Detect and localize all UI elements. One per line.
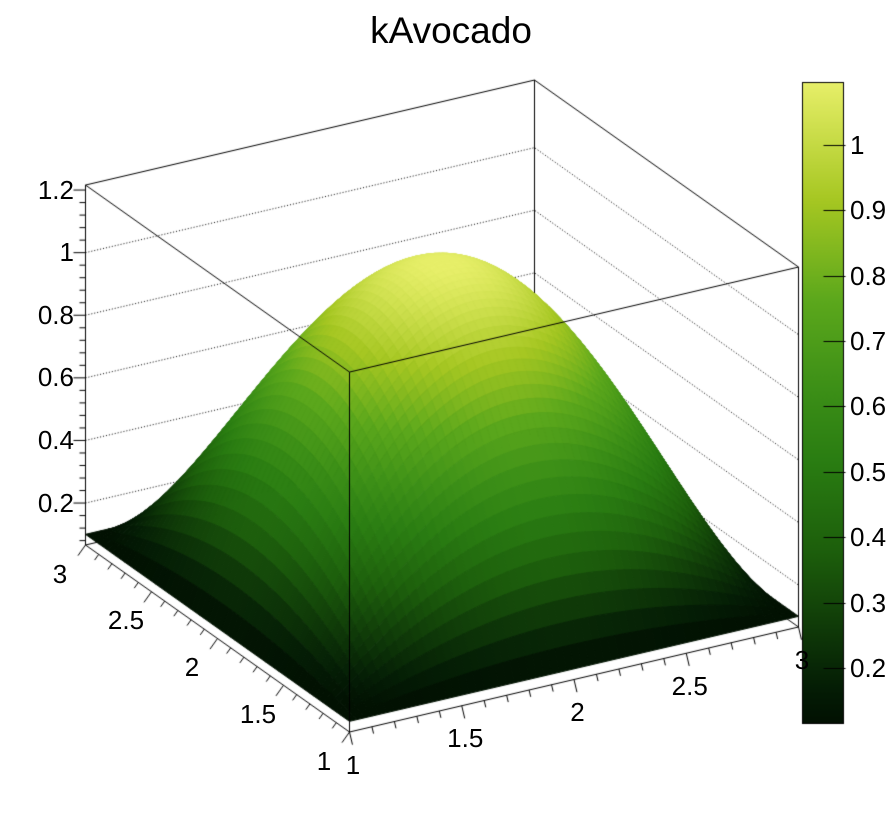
surface-plot-canvas: [0, 0, 888, 816]
root-canvas: kAvocado 0.2 0.4 0.6 0.8 1 1.2 3 2.5 2 1.5 1 1 1.5 2 2…: [0, 0, 888, 816]
